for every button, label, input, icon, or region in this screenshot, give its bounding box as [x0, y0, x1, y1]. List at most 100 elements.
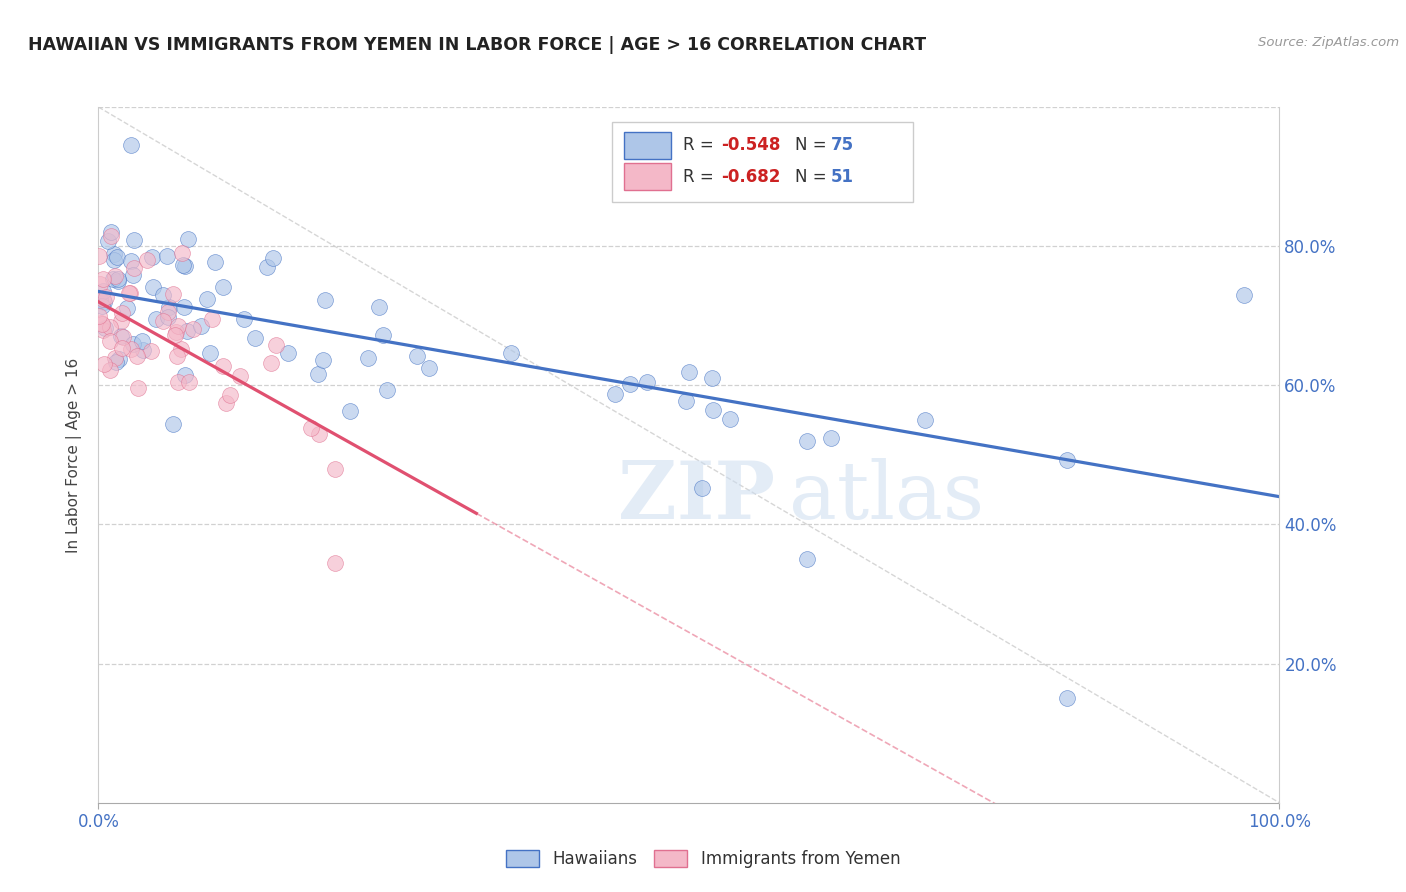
Point [718, 412, 741, 426]
FancyBboxPatch shape [612, 122, 914, 202]
Point [162, 287, 184, 301]
Point [1233, 288, 1256, 302]
FancyBboxPatch shape [624, 163, 671, 190]
Point [173, 259, 195, 273]
Text: N =: N = [796, 168, 832, 186]
Point [702, 402, 724, 417]
Point [262, 252, 284, 266]
Y-axis label: In Labor Force | Age > 16: In Labor Force | Age > 16 [66, 358, 83, 552]
Point [314, 293, 336, 308]
Point [179, 375, 201, 389]
Point [406, 350, 429, 364]
Point [156, 310, 179, 324]
Point [201, 311, 224, 326]
Point [93, 357, 115, 371]
Point [104, 351, 127, 366]
Point [166, 375, 188, 389]
Point [120, 137, 142, 152]
Point [195, 292, 218, 306]
Point [112, 329, 135, 343]
Point [702, 370, 724, 384]
Point [156, 305, 179, 319]
Point [312, 353, 335, 368]
Point [115, 301, 138, 315]
Point [89, 309, 111, 323]
Point [299, 421, 322, 435]
Point [89, 293, 111, 307]
Point [204, 255, 226, 269]
Point [157, 300, 180, 314]
Point [181, 322, 204, 336]
Text: N =: N = [796, 136, 832, 154]
Point [120, 342, 142, 356]
Point [103, 246, 125, 260]
Point [323, 462, 346, 476]
Point [678, 366, 700, 380]
Point [141, 250, 163, 264]
Point [232, 312, 254, 326]
Point [111, 306, 134, 320]
Point [89, 277, 111, 291]
Text: HAWAIIAN VS IMMIGRANTS FROM YEMEN IN LABOR FORCE | AGE > 16 CORRELATION CHART: HAWAIIAN VS IMMIGRANTS FROM YEMEN IN LAB… [28, 36, 927, 54]
Point [307, 368, 329, 382]
Point [121, 337, 143, 351]
Point [796, 552, 818, 566]
Point [605, 387, 627, 401]
Point [176, 324, 198, 338]
Point [91, 293, 114, 307]
Point [127, 381, 149, 395]
Point [375, 383, 398, 397]
Point [105, 250, 128, 264]
Point [308, 427, 330, 442]
Text: 51: 51 [831, 168, 853, 186]
Point [152, 313, 174, 327]
Point [636, 375, 658, 389]
Text: 75: 75 [831, 136, 853, 154]
Point [107, 272, 129, 286]
Point [105, 355, 128, 369]
Point [256, 260, 278, 275]
Point [371, 327, 394, 342]
Point [136, 253, 159, 268]
Point [98, 363, 121, 377]
Point [91, 272, 114, 286]
Text: atlas: atlas [789, 458, 984, 536]
Point [118, 286, 141, 301]
Point [94, 289, 117, 303]
Point [796, 434, 818, 448]
Point [264, 338, 287, 352]
Point [152, 287, 174, 301]
Point [98, 334, 121, 348]
Text: R =: R = [683, 168, 718, 186]
Point [619, 376, 641, 391]
Point [177, 232, 200, 246]
Point [170, 343, 193, 357]
Point [100, 228, 122, 243]
Point [122, 233, 145, 247]
Point [107, 274, 129, 288]
Point [104, 269, 127, 284]
Text: -0.548: -0.548 [721, 136, 780, 154]
Point [215, 395, 238, 409]
Point [162, 417, 184, 432]
Legend: Hawaiians, Immigrants from Yemen: Hawaiians, Immigrants from Yemen [499, 843, 907, 875]
Point [142, 279, 165, 293]
Text: R =: R = [683, 136, 718, 154]
Point [211, 279, 233, 293]
Point [91, 323, 114, 337]
Point [90, 299, 112, 313]
Text: Source: ZipAtlas.com: Source: ZipAtlas.com [1258, 36, 1399, 49]
Point [339, 403, 361, 417]
Point [914, 413, 936, 427]
Point [277, 345, 299, 359]
Point [118, 286, 141, 301]
Point [103, 253, 125, 268]
Point [101, 271, 124, 285]
Point [120, 254, 142, 268]
Point [167, 319, 190, 334]
Point [93, 294, 115, 309]
Point [170, 246, 193, 260]
Point [165, 328, 187, 343]
Point [499, 346, 522, 360]
Text: -0.682: -0.682 [721, 168, 780, 186]
